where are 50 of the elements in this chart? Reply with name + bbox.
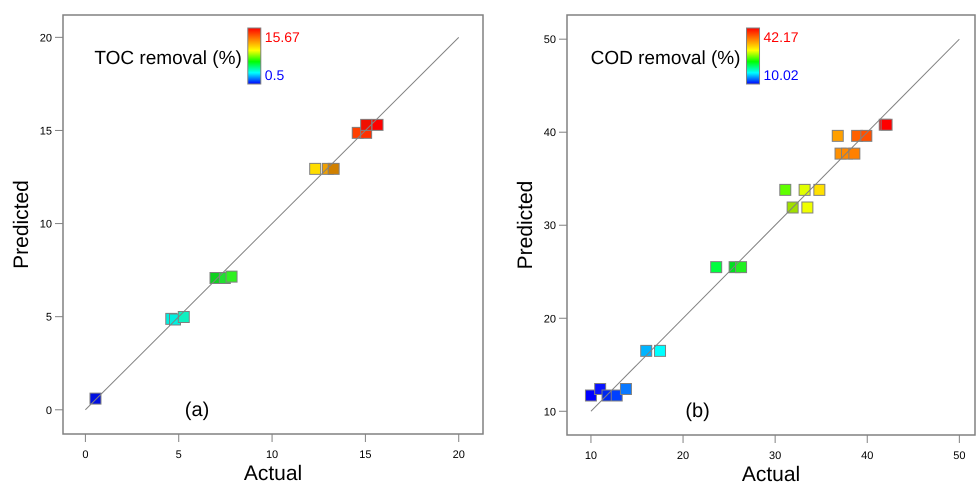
y-tick-label: 20 xyxy=(40,32,52,44)
x-axis-title: Actual xyxy=(244,462,302,485)
annotation: 15.67 xyxy=(264,29,300,45)
point xyxy=(178,311,190,324)
x-tick-label: 20 xyxy=(676,450,690,462)
x-tick-label: 40 xyxy=(861,450,874,462)
x-tick-label: 15 xyxy=(359,449,372,461)
x-tick-label: 10 xyxy=(584,450,598,462)
annotation: (b) xyxy=(685,400,710,422)
y-axis-title: Predicted xyxy=(10,180,33,269)
point xyxy=(813,184,826,196)
point xyxy=(779,184,792,196)
y-axis-title: Predicted xyxy=(514,180,537,270)
point xyxy=(328,162,340,175)
y-tick-label: 10 xyxy=(40,218,52,231)
y-tick-label: 5 xyxy=(46,312,52,324)
y-tick-label: 20 xyxy=(544,313,556,326)
x-tick-label: 5 xyxy=(176,449,182,461)
y-tick-label: 15 xyxy=(40,125,52,138)
x-tick-label: 20 xyxy=(452,449,465,461)
annotation: (a) xyxy=(184,399,210,421)
x-tick-label: 30 xyxy=(769,450,782,462)
annotation: 42.17 xyxy=(764,29,799,45)
y-tick-label: 50 xyxy=(544,34,556,46)
annotation: 0.5 xyxy=(264,67,284,83)
point xyxy=(226,270,238,283)
point xyxy=(620,382,632,395)
y-tick-label: 30 xyxy=(544,220,556,232)
point xyxy=(798,184,811,196)
annotation: 10.02 xyxy=(764,67,799,83)
y-tick-label: 0 xyxy=(46,404,52,417)
point xyxy=(801,202,814,214)
point xyxy=(360,118,372,131)
x-axis-title: Actual xyxy=(742,463,800,485)
color-bar-title: COD removal (%) xyxy=(590,48,741,69)
y-tick-label: 40 xyxy=(544,127,556,140)
point xyxy=(860,130,872,142)
point xyxy=(832,130,844,142)
point xyxy=(654,344,666,357)
x-tick-label: 0 xyxy=(82,449,88,461)
point xyxy=(735,261,748,274)
point xyxy=(710,261,722,274)
y-tick-label: 10 xyxy=(544,406,556,418)
x-tick-label: 50 xyxy=(953,450,966,462)
color-bar-title: TOC removal (%) xyxy=(94,48,242,69)
point xyxy=(848,148,860,160)
x-tick-label: 10 xyxy=(266,449,278,461)
point xyxy=(309,162,322,175)
point xyxy=(372,118,384,131)
point xyxy=(640,344,652,357)
